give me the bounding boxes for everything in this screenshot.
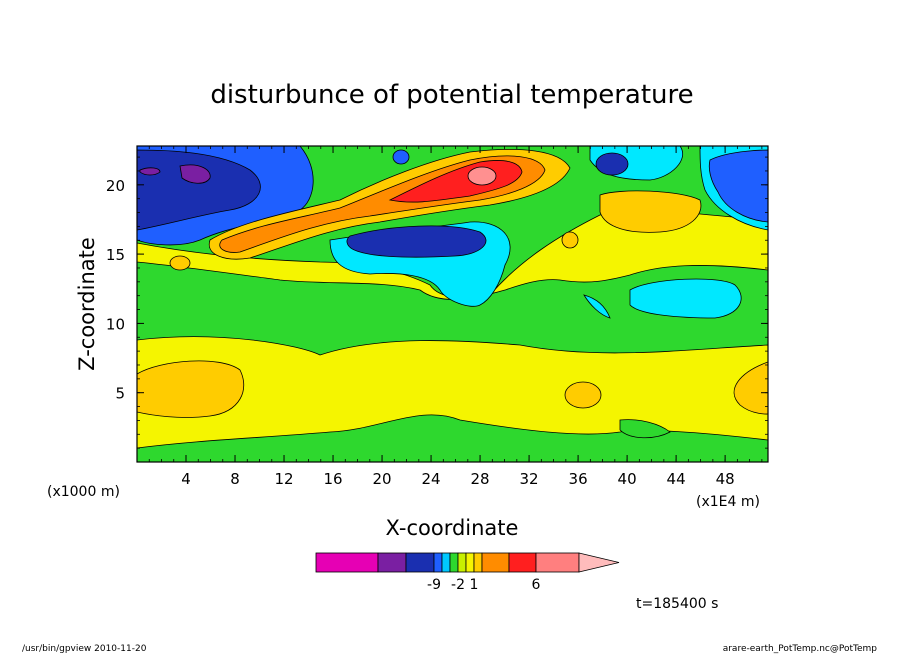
colorbar-label: -2 <box>451 577 465 593</box>
x-axis: 4 8 12 16 20 24 28 32 36 40 44 48 <box>136 146 763 488</box>
y-axis-label: Z-coordinate <box>75 237 99 371</box>
x-tick-label: 28 <box>471 470 490 488</box>
region-cyan-right <box>629 278 742 319</box>
region-blue-right <box>708 149 768 223</box>
colorbar-segment <box>473 552 483 573</box>
region-pink <box>467 166 497 186</box>
footer-left: /usr/bin/gpview 2010-11-20 <box>22 644 147 654</box>
chart-title: disturbunce of potential temperature <box>210 80 693 110</box>
x-unit-right: (x1E4 m) <box>696 494 760 510</box>
colorbar-segment <box>535 552 580 573</box>
contour-field <box>137 146 768 462</box>
y-tick-label: 20 <box>106 177 125 195</box>
colorbar-label: -9 <box>427 577 441 593</box>
x-tick-label: 24 <box>422 470 441 488</box>
region-darkblue-spot <box>595 152 629 176</box>
region-orange-small-2 <box>561 231 579 249</box>
colorbar-segment <box>377 552 407 573</box>
region-blue-spot <box>392 149 410 165</box>
region-orange-small <box>169 255 191 271</box>
colorbar-label: 6 <box>532 577 541 593</box>
region-yellow-band <box>137 336 768 449</box>
colorbar-segment <box>433 552 443 573</box>
time-label: t=185400 s <box>636 596 718 612</box>
colorbar-labels: -9 -2 1 6 <box>427 577 541 593</box>
region-darkblue-center <box>346 225 487 258</box>
x-tick-label: 12 <box>274 470 293 488</box>
colorbar-segment <box>457 552 467 573</box>
region-orange-left <box>137 360 245 418</box>
x-tick-label: 36 <box>569 470 588 488</box>
footer-right: arare-earth_PotTemp.nc@PotTemp <box>723 644 878 654</box>
region-darkblue-left <box>137 149 261 231</box>
region-purple-small <box>139 167 161 176</box>
colorbar-segment <box>405 552 435 573</box>
x-tick-label: 8 <box>230 470 240 488</box>
region-orange-mid <box>564 381 602 409</box>
colorbar-segment <box>441 552 451 573</box>
region-cyan-small <box>583 294 611 319</box>
colorbar-segment <box>449 552 459 573</box>
x-tick-label: 32 <box>520 470 539 488</box>
y-tick-label: 15 <box>106 246 125 264</box>
x-axis-label: X-coordinate <box>386 516 519 540</box>
region-green-bottom <box>619 419 671 439</box>
colorbar-label: 1 <box>470 577 479 593</box>
x-tick-label: 44 <box>667 470 686 488</box>
x-tick-label: 4 <box>181 470 191 488</box>
colorbar-segment <box>508 552 537 573</box>
region-orange-right-upper <box>599 190 702 233</box>
y-tick-label: 10 <box>106 315 125 333</box>
colorbar-segment <box>315 552 379 573</box>
x-tick-label: 40 <box>618 470 637 488</box>
colorbar-segment <box>481 552 510 573</box>
region-orange-right <box>733 361 768 415</box>
colorbar-segment <box>465 552 475 573</box>
y-tick-label: 5 <box>115 385 125 403</box>
x-tick-label: 48 <box>716 470 735 488</box>
x-tick-label: 16 <box>323 470 342 488</box>
colorbar <box>315 552 620 573</box>
x-tick-label: 20 <box>373 470 392 488</box>
x-unit-left: (x1000 m) <box>47 484 120 500</box>
colorbar-arrow <box>578 552 620 573</box>
region-purple <box>179 164 211 184</box>
plot-frame <box>136 145 769 463</box>
y-axis: 5 10 15 20 <box>106 156 768 449</box>
